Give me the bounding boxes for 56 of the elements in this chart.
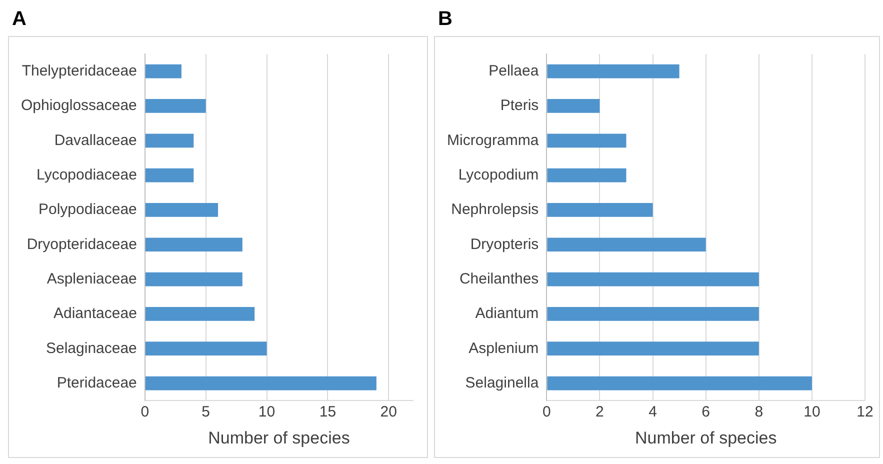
bar [547, 168, 626, 182]
bar [145, 134, 194, 148]
y-tick-label: Lycopodium [458, 166, 539, 184]
x-tick-label: 4 [648, 404, 657, 421]
x-tick-label: 0 [542, 404, 551, 421]
bar [547, 134, 626, 148]
y-tick-label: Pteris [500, 97, 539, 114]
x-tick-label: 5 [202, 404, 210, 421]
y-tick-label: Aspleniaceae [46, 270, 137, 288]
x-tick-label: 6 [702, 404, 710, 421]
y-tick-label: Thelypteridaceae [22, 62, 137, 80]
bar [145, 64, 182, 78]
y-tick-label: Selaginella [465, 374, 540, 392]
y-tick-label: Polypodiaceae [38, 201, 137, 218]
bar [547, 99, 600, 113]
x-axis-title: Number of species [634, 428, 777, 448]
chart-title: B [437, 8, 454, 32]
y-tick-label: Ophioglossaceae [20, 97, 137, 114]
y-tick-label: Davallaceae [54, 132, 137, 149]
y-tick-label: Asplenium [468, 340, 539, 357]
y-tick-label: Cheilanthes [459, 270, 539, 288]
x-tick-label: 12 [856, 404, 874, 421]
y-tick-label: Pteridaceae [56, 374, 137, 392]
x-tick-label: 15 [319, 404, 336, 421]
x-tick-label: 2 [596, 404, 604, 421]
bar [547, 203, 653, 217]
x-tick-label: 10 [804, 404, 820, 421]
x-tick-label: 10 [258, 404, 276, 421]
x-axis-title: Number of species [208, 428, 350, 448]
y-tick-label: Nephrolepsis [451, 201, 539, 218]
bar [145, 203, 218, 217]
bar [547, 307, 759, 321]
bar [145, 376, 376, 390]
y-tick-label: Adiantum [475, 305, 539, 322]
bar [145, 168, 194, 182]
y-tick-label: Dryopteridaceae [26, 236, 137, 253]
y-tick-label: Dryopteris [470, 236, 539, 253]
bar [547, 376, 812, 390]
bar [145, 342, 267, 356]
x-tick-label: 20 [380, 404, 397, 421]
bar [547, 272, 759, 286]
x-tick-label: 0 [140, 404, 150, 421]
bar [547, 238, 706, 252]
y-tick-label: Adiantaceae [54, 305, 137, 322]
bar [547, 64, 680, 78]
y-tick-label: Microgramma [446, 132, 540, 149]
y-tick-label: Selaginaceae [46, 340, 137, 357]
y-tick-label: Lycopodiaceae [36, 166, 137, 184]
chart-title: A [11, 8, 28, 32]
bar [145, 99, 206, 113]
y-tick-label: Pellaea [488, 62, 540, 80]
bar [547, 342, 759, 356]
bar [145, 272, 242, 286]
x-tick-label: 8 [754, 404, 764, 421]
bar [145, 238, 242, 252]
bar [145, 307, 255, 321]
